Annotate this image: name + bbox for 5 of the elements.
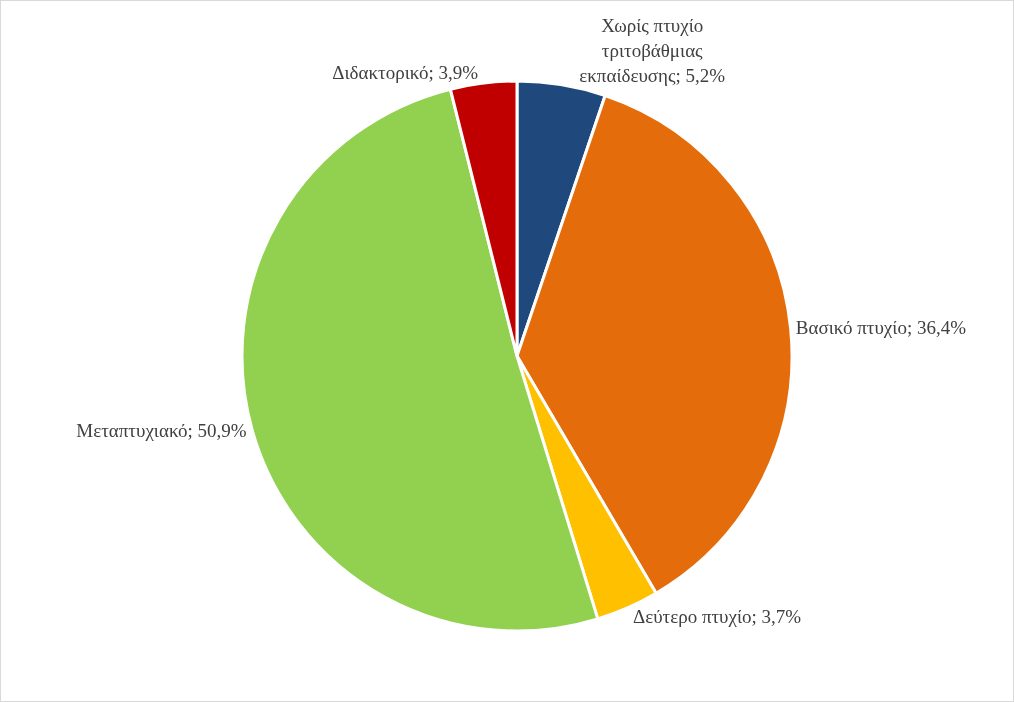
slice-label: Διδακτορικό; 3,9% [332,62,479,84]
slice-label: Βασικό πτυχίο; 36,4% [795,317,967,339]
slice-label: Δεύτερο πτυχίο; 3,7% [632,606,802,628]
slice-label: Μεταπτυχιακό; 50,9% [76,420,247,441]
slice-label: Χωρίς πτυχίο τριτοβάθμιας εκπαίδευσης; 5,2% [579,15,726,86]
